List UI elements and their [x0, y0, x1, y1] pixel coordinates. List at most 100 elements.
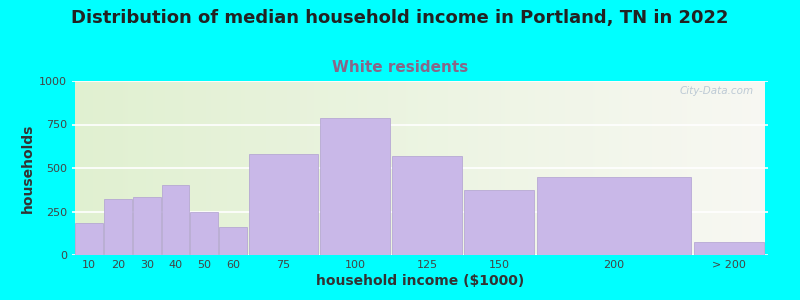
Bar: [234, 81, 236, 255]
Bar: [245, 81, 247, 255]
Bar: [486, 81, 489, 255]
Bar: [562, 81, 565, 255]
Bar: [717, 81, 719, 255]
Bar: [89, 81, 91, 255]
Bar: [431, 81, 434, 255]
Bar: [503, 81, 505, 255]
Bar: [466, 81, 468, 255]
Bar: [294, 81, 296, 255]
Bar: [219, 227, 247, 255]
Bar: [464, 190, 534, 255]
Bar: [132, 81, 134, 255]
Bar: [514, 81, 517, 255]
Bar: [517, 81, 519, 255]
Bar: [425, 81, 427, 255]
Bar: [75, 223, 103, 255]
Bar: [722, 81, 724, 255]
Bar: [454, 81, 457, 255]
Bar: [577, 81, 578, 255]
Bar: [745, 81, 746, 255]
Bar: [171, 81, 174, 255]
Bar: [349, 81, 351, 255]
Bar: [155, 81, 158, 255]
Bar: [422, 81, 425, 255]
Bar: [546, 81, 549, 255]
Bar: [133, 197, 161, 255]
Bar: [533, 81, 535, 255]
Bar: [381, 81, 383, 255]
Bar: [202, 81, 204, 255]
Bar: [286, 81, 289, 255]
Bar: [337, 81, 339, 255]
Bar: [507, 81, 510, 255]
Bar: [614, 81, 615, 255]
Bar: [84, 81, 86, 255]
X-axis label: household income ($1000): household income ($1000): [316, 274, 524, 288]
Bar: [526, 81, 528, 255]
Bar: [420, 81, 422, 255]
Bar: [326, 81, 328, 255]
Bar: [383, 81, 386, 255]
Bar: [254, 81, 257, 255]
Bar: [317, 81, 318, 255]
Bar: [538, 177, 691, 255]
Bar: [231, 81, 234, 255]
Bar: [128, 81, 130, 255]
Bar: [374, 81, 376, 255]
Bar: [280, 81, 282, 255]
Bar: [397, 81, 399, 255]
Bar: [390, 81, 392, 255]
Bar: [107, 81, 110, 255]
Bar: [740, 81, 742, 255]
Bar: [176, 81, 178, 255]
Bar: [581, 81, 583, 255]
Bar: [183, 81, 186, 255]
Bar: [300, 81, 302, 255]
Bar: [648, 81, 650, 255]
Bar: [226, 81, 229, 255]
Bar: [282, 81, 284, 255]
Bar: [733, 81, 735, 255]
Bar: [482, 81, 485, 255]
Bar: [351, 81, 354, 255]
Bar: [358, 81, 360, 255]
Bar: [204, 81, 206, 255]
Bar: [112, 81, 114, 255]
Bar: [312, 81, 314, 255]
Bar: [473, 81, 475, 255]
Bar: [114, 81, 116, 255]
Bar: [427, 81, 430, 255]
Bar: [588, 81, 590, 255]
Bar: [602, 81, 604, 255]
Bar: [478, 81, 480, 255]
Bar: [694, 242, 764, 255]
Bar: [675, 81, 678, 255]
Bar: [730, 81, 733, 255]
Bar: [457, 81, 459, 255]
Bar: [333, 81, 335, 255]
Bar: [206, 81, 208, 255]
Bar: [263, 81, 266, 255]
Bar: [654, 81, 657, 255]
Bar: [410, 81, 413, 255]
Bar: [678, 81, 680, 255]
Bar: [443, 81, 446, 255]
Bar: [139, 81, 142, 255]
Bar: [188, 81, 190, 255]
Bar: [480, 81, 482, 255]
Bar: [742, 81, 745, 255]
Bar: [496, 81, 498, 255]
Bar: [512, 81, 514, 255]
Bar: [441, 81, 443, 255]
Bar: [289, 81, 291, 255]
Bar: [430, 81, 431, 255]
Bar: [415, 81, 418, 255]
Bar: [247, 81, 250, 255]
Bar: [100, 81, 102, 255]
Bar: [620, 81, 622, 255]
Bar: [597, 81, 599, 255]
Bar: [599, 81, 602, 255]
Bar: [710, 81, 712, 255]
Bar: [302, 81, 305, 255]
Bar: [153, 81, 155, 255]
